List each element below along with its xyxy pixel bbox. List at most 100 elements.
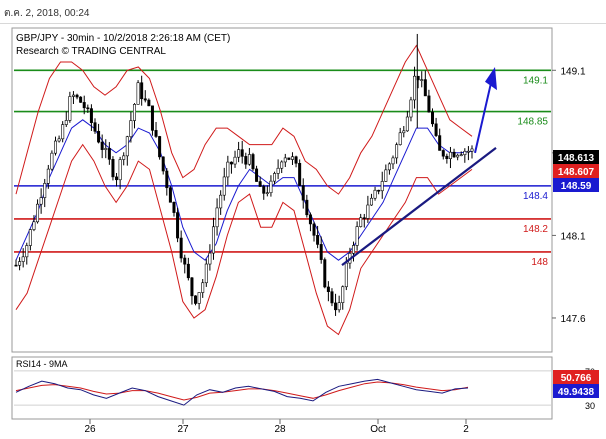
candle-body	[61, 124, 65, 140]
candle-body	[405, 116, 409, 132]
candle-body	[273, 173, 277, 182]
candle-body	[280, 161, 284, 169]
candle-body	[247, 154, 251, 165]
candle-body	[334, 302, 338, 311]
candle-body	[262, 186, 266, 194]
candle-body	[75, 94, 79, 98]
header-divider	[0, 23, 606, 24]
candle-body	[276, 167, 280, 174]
candle-body	[470, 148, 474, 152]
candle-body	[219, 194, 223, 209]
candle-body	[251, 154, 255, 170]
candle-body	[201, 282, 205, 293]
price-tag-label: 148.59	[561, 181, 592, 192]
candle-body	[287, 157, 291, 160]
candle-body	[68, 96, 72, 121]
candle-body	[143, 98, 147, 101]
price-tick-label: 148.1	[560, 231, 585, 242]
candle-body	[21, 256, 25, 262]
level-label: 148.4	[523, 191, 548, 202]
candle-body	[255, 168, 259, 182]
rsi-tick-label: 30	[585, 401, 595, 411]
time-tick-label: Oct	[370, 424, 386, 435]
candle-body	[258, 181, 262, 187]
moving-average-line	[15, 119, 473, 261]
candle-body	[420, 79, 424, 81]
candle-body	[150, 105, 154, 131]
time-tick-label: 28	[274, 424, 286, 435]
rsi-title: RSI14 - 9MA	[16, 359, 68, 369]
candle-body	[71, 94, 75, 97]
candle-body	[183, 257, 187, 265]
candle-body	[294, 156, 298, 164]
candle-body	[229, 161, 233, 165]
candle-body	[64, 120, 68, 125]
candle-body	[244, 156, 248, 165]
candle-body	[330, 291, 334, 304]
candle-body	[301, 185, 305, 201]
candle-body	[208, 252, 212, 265]
candle-body	[18, 261, 22, 266]
candle-body	[352, 245, 356, 254]
level-label: 149.1	[523, 75, 548, 86]
symbol-line: GBP/JPY - 30min - 10/2/2018 2:26:18 AM (…	[16, 33, 230, 44]
price-tag-box	[553, 150, 599, 164]
candle-body	[118, 159, 122, 181]
candle-body	[115, 176, 119, 181]
candle-body	[265, 192, 269, 195]
projection-arrow-line	[474, 78, 493, 154]
rsi-tag-box	[553, 384, 599, 398]
header-datetime: ต.ค. 2, 2018, 00:24	[4, 8, 90, 19]
price-tags: 148.613 148.607 148.59	[553, 150, 599, 192]
candle-body	[456, 154, 460, 158]
candle-body	[395, 144, 399, 159]
candle-body	[82, 102, 86, 109]
upper-band-line	[15, 44, 473, 195]
research-line: Research © TRADING CENTRAL	[16, 46, 166, 57]
level-label: 148.85	[517, 117, 548, 128]
candle-body	[158, 136, 162, 158]
candle-body	[104, 148, 108, 150]
candle-body	[441, 150, 445, 157]
time-tick-label: 2	[463, 424, 469, 435]
candle-body	[290, 156, 294, 160]
candle-body	[445, 155, 449, 160]
candle-body	[463, 150, 467, 156]
candle-body	[107, 148, 111, 160]
time-tick-label: 27	[177, 424, 189, 435]
candle-body	[402, 130, 406, 134]
candle-body	[222, 176, 226, 196]
candle-body	[423, 79, 427, 97]
candle-body	[50, 152, 54, 170]
candle-body	[298, 162, 302, 186]
time-tick-label: 26	[84, 424, 96, 435]
candle-body	[186, 263, 190, 279]
candle-body	[53, 140, 57, 154]
time-axis: 26 27 28 Oct 2	[84, 419, 469, 435]
candle-body	[427, 95, 431, 113]
rsi-tag-label: 50.766	[561, 373, 592, 384]
lower-band-line	[15, 143, 473, 336]
candle-body	[323, 259, 327, 288]
candle-body	[197, 292, 201, 304]
candle-body	[93, 122, 97, 132]
candle-body	[398, 132, 402, 145]
candle-body	[409, 99, 413, 118]
price-tag-label: 148.613	[558, 153, 595, 164]
candle-body	[46, 168, 50, 184]
candle-body	[384, 169, 388, 182]
candle-body	[431, 111, 435, 125]
candle-body	[43, 183, 47, 198]
candle-body	[161, 156, 165, 172]
candle-body	[154, 130, 158, 137]
candle-body	[190, 277, 194, 297]
candle-body	[32, 221, 36, 230]
candle-body	[237, 149, 241, 158]
candle-body	[39, 197, 43, 205]
candle-body	[100, 141, 104, 150]
candle-body	[132, 104, 136, 121]
price-tag-box	[553, 178, 599, 192]
